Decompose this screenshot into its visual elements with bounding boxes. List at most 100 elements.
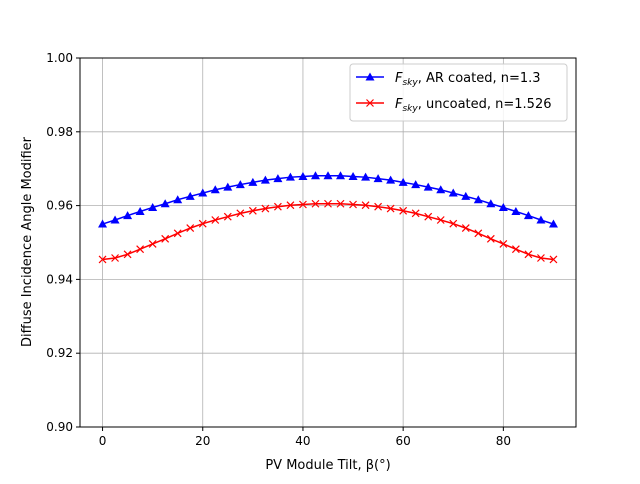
data-point-triangle	[336, 171, 346, 180]
legend-label-sub: sky	[402, 104, 418, 114]
data-point-x	[511, 245, 520, 254]
data-point-x	[411, 209, 420, 218]
data-point-x	[286, 201, 295, 210]
data-point-x	[299, 200, 307, 209]
data-point-x	[136, 245, 145, 254]
data-point-x	[173, 229, 182, 238]
x-axis-label: PV Module Tilt, β(°)	[265, 458, 390, 473]
x-tick-label: 0	[99, 434, 107, 448]
data-point-x	[311, 199, 320, 208]
data-point-x	[461, 224, 470, 233]
data-point-triangle	[373, 174, 383, 183]
legend-label-sub: sky	[402, 78, 418, 88]
data-point-x	[111, 254, 119, 262]
data-point-triangle	[461, 191, 471, 200]
x-tick-label: 60	[396, 434, 411, 448]
data-point-triangle	[198, 188, 208, 197]
y-tick-label: 0.90	[46, 420, 73, 434]
data-point-x	[524, 250, 533, 259]
data-point-x	[336, 199, 345, 208]
data-point-triangle	[448, 188, 458, 197]
y-tick-label: 0.92	[46, 346, 73, 360]
y-tick-label: 0.98	[46, 125, 73, 139]
series-layer	[98, 171, 558, 264]
data-point-triangle	[223, 182, 233, 191]
data-point-triangle	[273, 174, 283, 183]
data-point-triangle	[348, 171, 358, 180]
data-point-triangle	[98, 219, 108, 228]
legend-item-1: Fsky, uncoated, n=1.526	[356, 97, 552, 114]
data-point-x	[273, 202, 282, 211]
data-point-triangle	[285, 172, 295, 181]
data-point-x	[161, 234, 170, 243]
legend-item-0: Fsky, AR coated, n=1.3	[356, 71, 541, 88]
data-point-x	[98, 255, 107, 264]
data-point-x	[424, 212, 433, 221]
data-point-triangle	[235, 180, 245, 189]
data-point-x	[474, 229, 483, 238]
series-0	[98, 171, 558, 228]
data-point-x	[399, 206, 408, 215]
data-point-x	[386, 204, 395, 213]
data-point-triangle	[323, 171, 333, 180]
data-point-x	[248, 206, 257, 215]
data-point-x	[499, 240, 508, 248]
legend-label-main: F	[395, 71, 403, 86]
data-point-triangle	[423, 182, 433, 191]
data-point-triangle	[248, 177, 258, 186]
data-point-x	[361, 201, 370, 210]
data-point-triangle	[486, 199, 496, 208]
data-point-triangle	[436, 185, 446, 194]
y-axis-label: Diffuse Incidence Angle Modifier	[20, 136, 35, 347]
data-point-triangle	[548, 219, 558, 228]
y-tick-label: 1.00	[46, 51, 73, 65]
data-point-triangle	[361, 172, 371, 181]
legend-label: Fsky, AR coated, n=1.3	[395, 71, 541, 88]
data-point-triangle	[185, 191, 195, 200]
data-point-x	[436, 216, 445, 224]
data-point-triangle	[148, 202, 158, 211]
data-point-triangle	[135, 207, 145, 216]
plot-frame	[79, 57, 577, 428]
data-point-triangle	[386, 175, 396, 184]
data-point-triangle	[536, 215, 546, 224]
ticks: 0 20 40 60 80 0.90 0.92 0.94 0.96 0.98 1.00	[46, 51, 511, 448]
series-line	[102, 174, 554, 225]
data-point-triangle	[498, 202, 508, 211]
data-point-x	[148, 240, 157, 248]
data-point-triangle	[298, 171, 308, 180]
data-point-x	[123, 250, 132, 259]
data-point-x	[374, 202, 383, 211]
y-tick-label: 0.94	[46, 272, 73, 286]
data-point-triangle	[160, 199, 170, 208]
x-tick-label: 20	[195, 434, 210, 448]
data-point-triangle	[523, 211, 533, 220]
data-point-triangle	[310, 171, 320, 180]
legend-frame	[349, 63, 568, 122]
data-point-triangle	[473, 195, 483, 204]
series-line	[102, 203, 554, 261]
data-point-x	[236, 209, 245, 218]
data-point-x	[537, 254, 545, 262]
data-point-x	[261, 204, 270, 213]
data-point-triangle	[210, 185, 220, 194]
legend-label-rest: , uncoated, n=1.526	[418, 97, 552, 112]
data-point-x	[223, 212, 232, 221]
data-point-triangle	[173, 195, 183, 204]
data-point-triangle	[365, 72, 375, 81]
data-point-x	[211, 216, 220, 224]
data-point-triangle	[260, 175, 270, 184]
legend-label-rest: , AR coated, n=1.3	[418, 71, 541, 86]
data-point-triangle	[511, 207, 521, 216]
legend-label: Fsky, uncoated, n=1.526	[395, 97, 552, 114]
data-point-x	[549, 255, 558, 264]
data-point-x	[198, 219, 207, 228]
data-point-x	[486, 234, 495, 243]
data-point-x	[349, 200, 357, 209]
data-point-x	[366, 99, 374, 107]
data-point-triangle	[123, 211, 133, 220]
y-tick-label: 0.96	[46, 199, 73, 213]
data-point-x	[324, 199, 332, 208]
